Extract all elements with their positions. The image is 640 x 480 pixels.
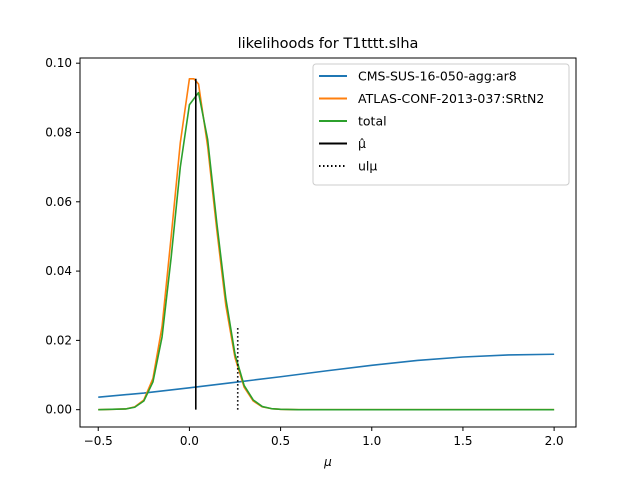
legend-box	[312, 63, 570, 186]
x-tick-label: 0.5	[271, 434, 290, 448]
y-tick-label: 0.00	[45, 403, 72, 417]
legend-label-0: CMS-SUS-16-050-agg:ar8	[358, 69, 517, 84]
x-tick-label: 2.0	[545, 434, 564, 448]
y-tick-label: 0.06	[45, 195, 72, 209]
legend-label-3: μ̂	[358, 136, 366, 151]
x-tick-label: 1.0	[362, 434, 381, 448]
plot-area	[98, 77, 555, 411]
axes-frame	[79, 57, 577, 428]
y-tick-label: 0.04	[45, 264, 72, 278]
legend-label-2: total	[358, 114, 387, 129]
legend-label-4: ulμ	[358, 159, 377, 174]
y-tick-label: 0.10	[45, 56, 72, 70]
y-tick-label: 0.02	[45, 333, 72, 347]
x-axis: −0.5 0.0 0.5 1.0 1.5 2.0	[84, 427, 564, 448]
x-tick-label: 0.0	[180, 434, 199, 448]
y-tick-label: 0.08	[45, 125, 72, 139]
series-line-2	[98, 91, 555, 411]
legend-label-1: ATLAS-CONF-2013-037:SRtN2	[358, 91, 544, 106]
series-line-0	[98, 353, 555, 398]
x-tick-label: 1.5	[453, 434, 472, 448]
y-axis: 0.00 0.02 0.04 0.06 0.08 0.10	[45, 56, 80, 417]
x-tick-label: −0.5	[84, 434, 113, 448]
x-axis-label: μ	[323, 455, 332, 469]
chart-title: likelihoods for T1tttt.slha	[238, 36, 419, 52]
legend: CMS-SUS-16-050-agg:ar8 ATLAS-CONF-2013-03…	[312, 63, 570, 186]
